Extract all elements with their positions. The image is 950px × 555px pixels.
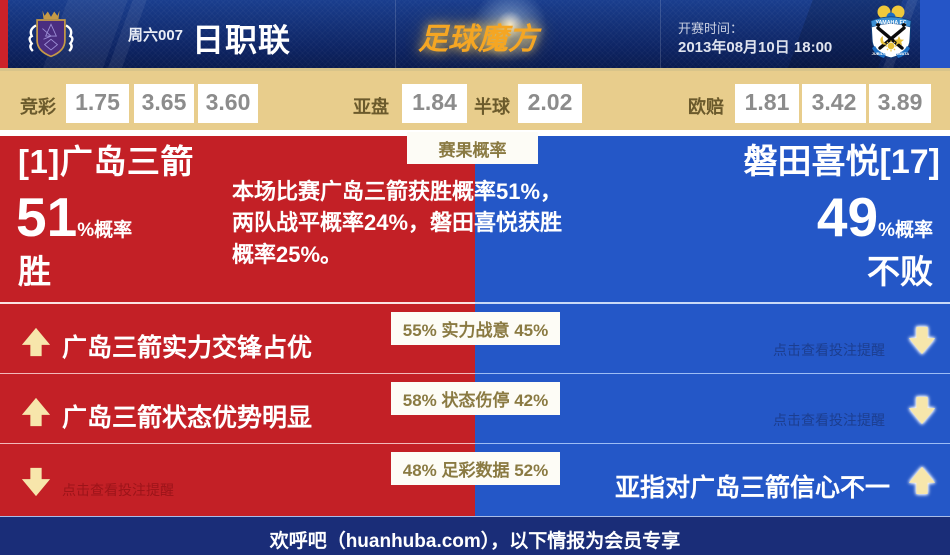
svg-text:IWATA: IWATA <box>897 51 909 56</box>
svg-text:JUBILO: JUBILO <box>872 51 887 56</box>
